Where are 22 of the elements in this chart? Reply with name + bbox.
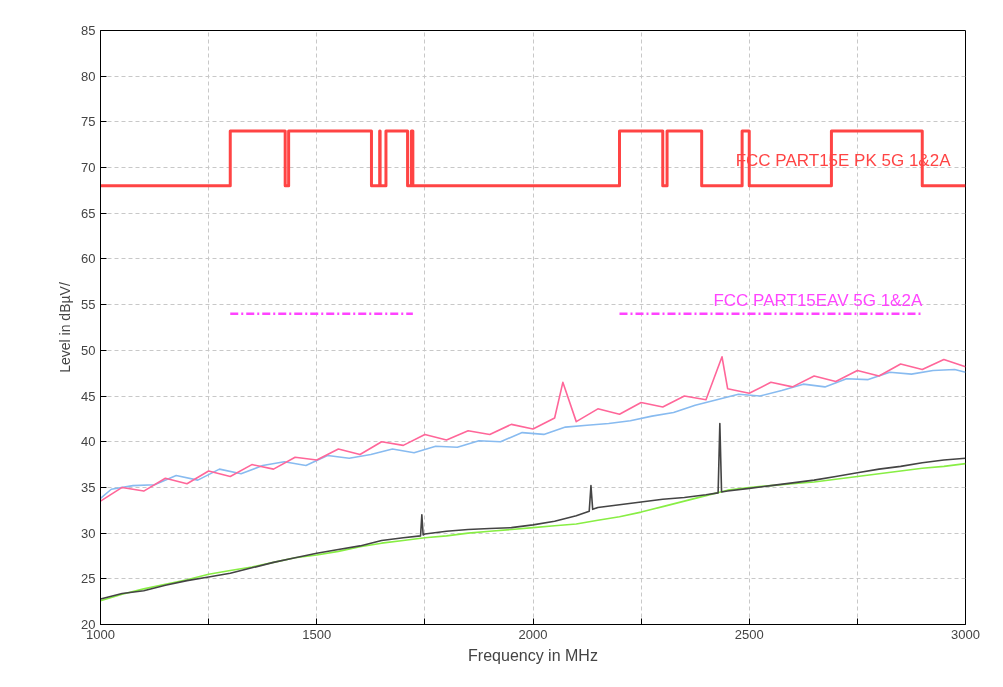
y-tick-label: 55: [81, 297, 96, 313]
x-axis-title: Frequency in MHz: [468, 646, 598, 664]
y-tick-label: 30: [81, 525, 96, 541]
y-tick-label: 45: [81, 388, 96, 404]
x-tick-label: 2000: [518, 626, 548, 642]
y-tick-label: 25: [81, 571, 96, 587]
x-tick-label: 3000: [951, 626, 980, 642]
line-series: [100, 462, 966, 602]
y-tick-label: 40: [81, 434, 96, 450]
y-tick-label: 65: [81, 205, 96, 221]
y-tick-label: 70: [81, 160, 96, 176]
annotation: FCC PART15EAV 5G 1&2A: [713, 290, 923, 310]
y-tick-label: 80: [81, 68, 96, 84]
y-tick-label: 75: [81, 114, 96, 130]
x-tick-label: 1500: [302, 626, 332, 642]
y-tick-label: 85: [81, 23, 96, 38]
line-series: [100, 422, 966, 600]
y-tick-label: 60: [81, 251, 96, 267]
y-tick-label: 50: [81, 342, 96, 358]
y-tick-label: 35: [81, 479, 96, 495]
y-axis-title: Level in dBµV/: [57, 282, 74, 373]
x-tick-label: 2500: [734, 626, 764, 642]
